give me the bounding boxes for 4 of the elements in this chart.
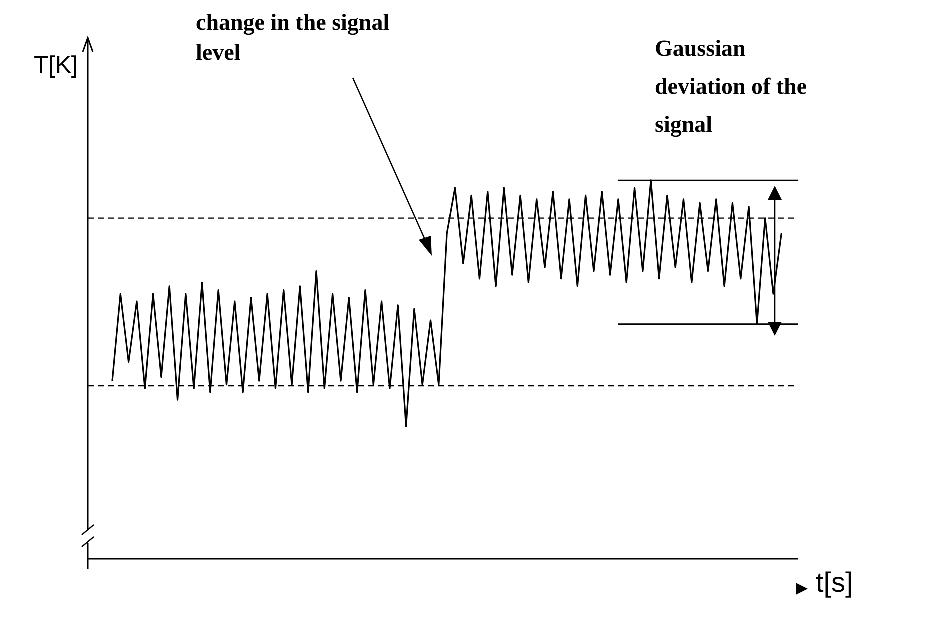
- x-axis-title: t[s]: [816, 567, 854, 599]
- text: change in the signal level: [196, 9, 391, 67]
- y-axis-title: T[K]: [34, 52, 78, 80]
- text: Gaussian deviation of the signal: [655, 35, 808, 140]
